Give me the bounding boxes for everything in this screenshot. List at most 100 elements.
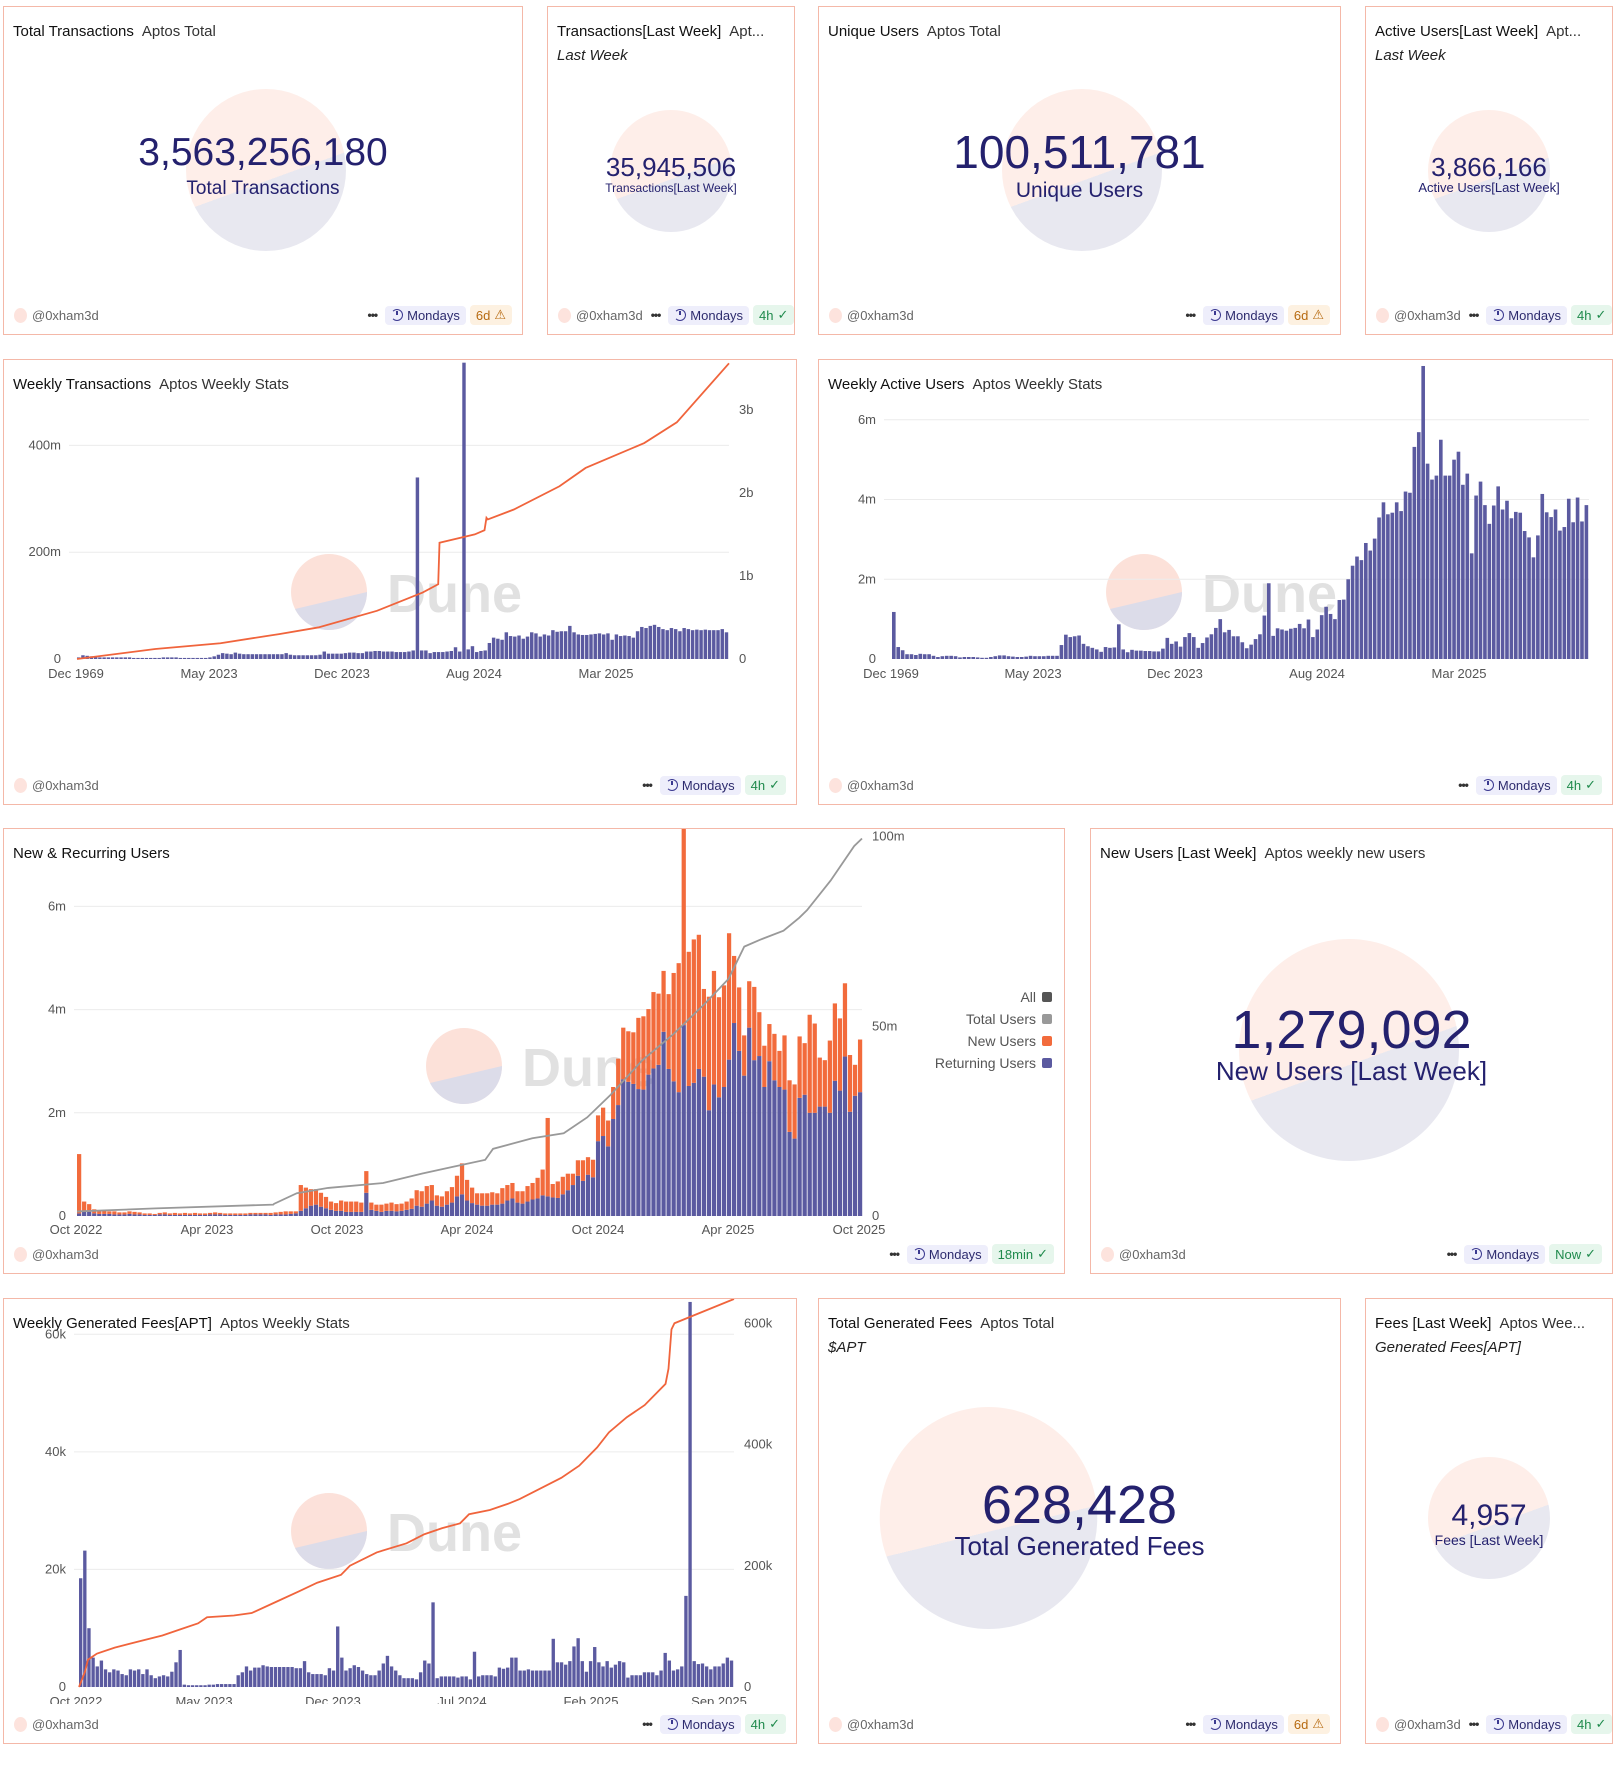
author-link[interactable]: @0xham3d [1394,307,1461,323]
weekly-active-users-chart[interactable]: Dune 0 2m 4m 6m Dec 1969 May 2023 Dec 2023 Aug 2… [819,360,1614,760]
legend-item-new-users[interactable]: New Users [935,1030,1052,1052]
more-options-icon[interactable]: ••• [1468,1717,1480,1731]
schedule-badge[interactable]: Mondays [1475,775,1557,795]
bar [128,1669,133,1687]
x-tick-label: Sep 2025 [691,1694,747,1704]
bar [648,625,652,659]
more-options-icon[interactable]: ••• [1458,778,1469,792]
panel-weekly-transactions: Weekly Transactions Aptos Weekly Stats Du… [3,359,797,805]
freshness-badge[interactable]: 4h ✓ [753,305,794,325]
freshness-badge[interactable]: 6d ⚠ [1287,1714,1330,1734]
bar-new-users [601,1107,606,1137]
author-link[interactable]: @0xham3d [32,777,99,793]
avatar[interactable] [14,1716,27,1732]
bar-new-users [434,1195,439,1206]
more-options-icon[interactable]: ••• [1185,308,1197,322]
bar [717,1666,721,1687]
bar-returning-users [515,1202,520,1216]
avatar[interactable] [14,777,27,793]
bar-returning-users [616,1105,621,1216]
bar [174,657,178,659]
bar-new-users [354,1201,359,1212]
freshness-badge[interactable]: 4h ✓ [1571,1714,1612,1734]
schedule-badge[interactable]: Mondays [1486,305,1568,325]
bar-new-users [656,993,661,1065]
author-link[interactable]: @0xham3d [847,307,914,323]
more-options-icon[interactable]: ••• [642,1717,653,1731]
freshness-badge[interactable]: 6d ⚠ [1287,305,1330,325]
bar [1456,451,1461,659]
freshness-badge[interactable]: 4h ✓ [1560,775,1602,795]
schedule-badge[interactable]: Mondays [906,1244,988,1264]
author-link[interactable]: @0xham3d [847,1716,914,1732]
dune-logo-lower [295,592,367,631]
more-options-icon[interactable]: ••• [367,308,379,322]
avatar[interactable] [1376,307,1389,323]
schedule-badge[interactable]: Mondays [659,775,741,795]
freshness-badge[interactable]: 18min ✓ [991,1244,1054,1264]
avatar[interactable] [829,307,842,323]
dune-bubble-icon [1002,89,1162,251]
bar [724,632,729,659]
bar [394,652,398,659]
legend-item-total-users[interactable]: Total Users [935,1008,1052,1030]
avatar[interactable] [1376,1716,1389,1732]
bar-new-users [263,1212,268,1215]
more-options-icon[interactable]: ••• [650,308,662,322]
schedule-badge[interactable]: Mondays [1203,305,1284,325]
legend-item-returning-users[interactable]: Returning Users [935,1052,1052,1074]
bar-new-users [248,1212,253,1215]
avatar[interactable] [829,777,842,793]
freshness-badge[interactable]: 6d ⚠ [469,305,512,325]
bar-returning-users [762,1087,767,1216]
author-link[interactable]: @0xham3d [32,307,99,323]
avatar[interactable] [1101,1246,1114,1262]
bar-returning-users [580,1180,586,1216]
bar [1266,583,1271,659]
weekly-fees-chart[interactable]: Dune 0 20k 40k 60k 0 200k 400k 600k Oct 2022 May 2… [4,1299,798,1704]
bar-new-users [555,1181,560,1198]
author-link[interactable]: @0xham3d [847,777,914,793]
panel-new-recurring-users: New & Recurring Users Dune 0 2m 4m 6m 0 50m 100… [3,828,1065,1274]
schedule-badge[interactable]: Mondays [385,305,466,325]
schedule-badge[interactable]: Mondays [668,305,750,325]
avatar[interactable] [14,307,27,323]
bar [576,1638,580,1687]
bar-new-users [192,1212,198,1215]
avatar[interactable] [829,1716,842,1732]
freshness-badge[interactable]: 4h ✓ [744,1714,786,1734]
legend-item-all[interactable]: All [935,986,1052,1008]
counter-value: 4,957 [1451,1499,1527,1533]
more-options-icon[interactable]: ••• [1446,1247,1458,1261]
freshness-badge[interactable]: Now ✓ [1549,1244,1602,1264]
more-options-icon[interactable]: ••• [642,778,653,792]
bar-new-users [177,1213,183,1215]
bar [277,1667,282,1687]
avatar[interactable] [14,1246,27,1262]
author-link[interactable]: @0xham3d [1394,1716,1461,1732]
schedule-badge[interactable]: Mondays [1203,1714,1284,1734]
bar [617,1661,622,1687]
schedule-badge[interactable]: Mondays [1464,1244,1546,1264]
author-link[interactable]: @0xham3d [32,1716,99,1732]
avatar[interactable] [558,307,571,323]
more-options-icon[interactable]: ••• [889,1247,900,1261]
bar [474,652,479,659]
weekly-transactions-chart[interactable]: Dune 0 200m 400m 0 1b 2b 3b Dec 1969 May 2023 Dec … [4,360,798,760]
bar-new-users [339,1200,344,1211]
more-options-icon[interactable]: ••• [1185,1717,1197,1731]
bar [1372,538,1377,659]
bar [526,1669,531,1687]
schedule-badge[interactable]: Mondays [1486,1714,1568,1734]
bar [1227,629,1231,659]
more-options-icon[interactable]: ••• [1468,308,1480,322]
bar [468,1679,473,1687]
freshness-badge[interactable]: 4h ✓ [1571,305,1612,325]
author-link[interactable]: @0xham3d [1119,1246,1186,1262]
author-link[interactable]: @0xham3d [576,307,643,323]
freshness-badge[interactable]: 4h ✓ [744,775,786,795]
bar [652,624,657,659]
author-link[interactable]: @0xham3d [32,1246,99,1262]
schedule-badge[interactable]: Mondays [659,1714,741,1734]
